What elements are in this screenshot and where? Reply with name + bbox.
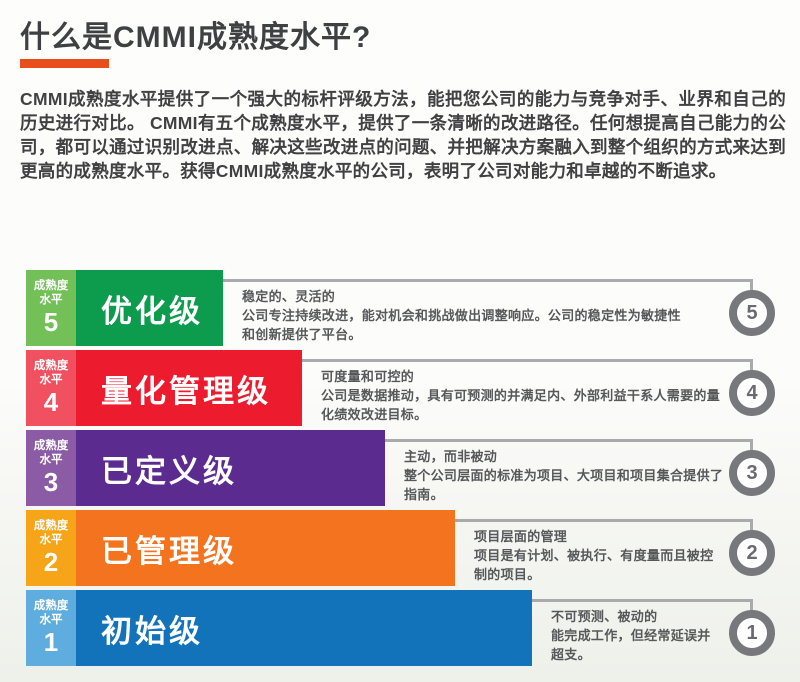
level-badge: 5 bbox=[729, 290, 775, 336]
connector-elbow bbox=[750, 279, 753, 294]
connector-line bbox=[223, 279, 753, 282]
connector-elbow bbox=[750, 519, 753, 534]
level-label-number: 3 bbox=[43, 467, 59, 497]
level-row-4: 成熟度 水平 4 量化管理级 可度量和可控的 公司是数据推动，具有可预测的并满足… bbox=[0, 350, 800, 426]
level-badge: 4 bbox=[729, 370, 775, 416]
level-bar: 量化管理级 bbox=[76, 350, 302, 426]
level-description: 可度量和可控的 公司是数据推动，具有可预测的并满足内、外部利益干系人需要的量 化… bbox=[321, 369, 721, 422]
level-bar-name: 已定义级 bbox=[101, 453, 237, 489]
connector-line bbox=[302, 359, 753, 362]
level-description: 不可预测、被动的 能完成工作，但经常延误并 超支。 bbox=[551, 609, 711, 662]
level-row-3: 成熟度 水平 3 已定义级 主动，而非被动 整个公司层面的标准为项目、大项目和项… bbox=[0, 430, 800, 506]
level-label-box: 成熟度 水平 2 bbox=[26, 510, 76, 586]
level-description: 稳定的、灵活的 公司专注持续改进，能对机会和挑战做出调整响应。公司的稳定性为敏捷… bbox=[242, 289, 681, 342]
level-bar: 优化级 bbox=[76, 270, 223, 346]
connector-line bbox=[385, 439, 753, 442]
level-label-prefix: 水平 bbox=[39, 454, 63, 466]
connector-elbow bbox=[750, 359, 753, 374]
level-description: 主动，而非被动 整个公司层面的标准为项目、大项目和项目集合提供了 指南。 bbox=[404, 449, 724, 502]
level-badge: 2 bbox=[729, 530, 775, 576]
level-bar-name: 优化级 bbox=[101, 293, 203, 329]
level-badge: 1 bbox=[729, 610, 775, 656]
level-label-number: 4 bbox=[43, 387, 59, 417]
connector-elbow bbox=[750, 599, 753, 614]
level-label-number: 2 bbox=[43, 547, 59, 577]
level-label-prefix: 水平 bbox=[39, 294, 63, 306]
level-label-prefix: 水平 bbox=[39, 614, 63, 626]
level-label-number: 5 bbox=[43, 307, 59, 337]
level-label-number: 1 bbox=[43, 627, 59, 657]
level-row-1: 成熟度 水平 1 初始级 不可预测、被动的 能完成工作，但经常延误并 超支。 1 bbox=[0, 590, 800, 666]
level-row-5: 成熟度 水平 5 优化级 稳定的、灵活的 公司专注持续改进，能对机会和挑战做出调… bbox=[0, 270, 800, 346]
level-label-box: 成熟度 水平 3 bbox=[26, 430, 76, 506]
level-badge-number: 2 bbox=[746, 541, 758, 564]
level-label-prefix: 成熟度 bbox=[33, 600, 69, 612]
level-label-box: 成熟度 水平 1 bbox=[26, 590, 76, 666]
level-label-prefix: 成熟度 bbox=[33, 440, 69, 452]
level-bar: 已管理级 bbox=[76, 510, 455, 586]
level-badge-number: 5 bbox=[746, 301, 758, 324]
connector-elbow bbox=[750, 439, 753, 454]
title-underline-accent bbox=[20, 59, 109, 68]
level-badge-number: 3 bbox=[746, 461, 758, 484]
level-label-prefix: 成熟度 bbox=[33, 360, 69, 372]
level-badge-number: 4 bbox=[746, 381, 758, 404]
level-bar-name: 量化管理级 bbox=[101, 373, 271, 409]
level-label-prefix: 成熟度 bbox=[33, 280, 69, 292]
level-bar: 初始级 bbox=[76, 590, 532, 666]
connector-line bbox=[532, 599, 753, 602]
level-bar-name: 初始级 bbox=[101, 613, 203, 649]
level-badge-number: 1 bbox=[746, 621, 758, 644]
level-label-prefix: 水平 bbox=[39, 374, 63, 386]
connector-line bbox=[455, 519, 753, 522]
level-label-box: 成熟度 水平 4 bbox=[26, 350, 76, 426]
level-label-prefix: 成熟度 bbox=[33, 520, 69, 532]
page-title: 什么是CMMI成熟度水平? bbox=[20, 21, 372, 54]
level-description: 项目层面的管理 项目是有计划、被执行、有度量而且被控 制的项目。 bbox=[474, 529, 714, 582]
intro-paragraph: CMMI成熟度水平提供了一个强大的标杆评级方法，能把您公司的能力与竞争对手、业界… bbox=[20, 89, 786, 181]
level-row-2: 成熟度 水平 2 已管理级 项目层面的管理 项目是有计划、被执行、有度量而且被控… bbox=[0, 510, 800, 586]
level-bar: 已定义级 bbox=[76, 430, 385, 506]
level-bar-name: 已管理级 bbox=[101, 533, 237, 569]
level-label-box: 成熟度 水平 5 bbox=[26, 270, 76, 346]
level-badge: 3 bbox=[729, 450, 775, 496]
level-label-prefix: 水平 bbox=[39, 534, 63, 546]
